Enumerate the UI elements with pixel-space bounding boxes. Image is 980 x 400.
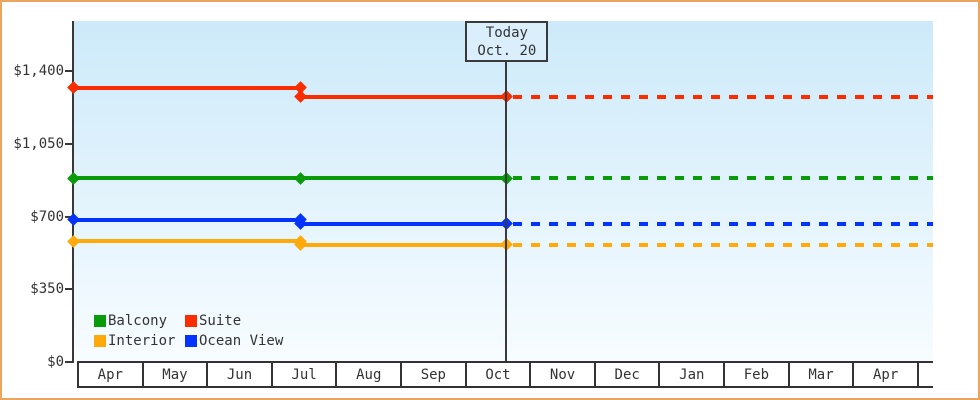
y-tick-label: $700 [30, 208, 64, 225]
series-ocean-view-line-segment [73, 217, 301, 222]
y-tick-label: $0 [47, 354, 64, 370]
series-interior-projection-dashed [513, 242, 933, 247]
legend-swatch-icon [94, 315, 106, 327]
legend-item-interior: Interior [94, 333, 185, 349]
y-tick-mark [65, 142, 74, 145]
y-tick-label: $1,400 [13, 63, 64, 79]
legend-swatch-icon [185, 315, 197, 327]
month-cell-feb: Feb [725, 363, 790, 386]
legend-item-suite: Suite [185, 313, 283, 329]
series-balcony-projection-dashed [513, 176, 933, 181]
legend-item-ocean-view: Ocean View [185, 333, 284, 349]
month-cell-may: May [144, 363, 209, 386]
y-axis-line [72, 21, 74, 363]
y-tick-label: $350 [30, 281, 64, 298]
series-ocean-view-line-segment [300, 221, 507, 226]
plot-area [74, 21, 933, 361]
month-cell-oct: Oct [467, 363, 532, 386]
y-tick-mark [65, 288, 74, 291]
series-balcony-line-segment [300, 176, 507, 181]
legend-item-balcony: Balcony [94, 313, 185, 329]
y-tick-mark [65, 361, 74, 363]
month-cell-jul: Jul [273, 363, 338, 386]
series-balcony-line-segment [73, 176, 301, 181]
series-suite-projection-dashed [513, 94, 933, 99]
month-cell-sep: Sep [402, 363, 467, 386]
series-ocean-view-projection-dashed [513, 221, 933, 226]
y-tick-mark [65, 70, 74, 72]
legend-label: Interior [108, 333, 176, 349]
legend: Balcony Suite Interior Ocean View [94, 313, 284, 349]
legend-label: Suite [199, 313, 242, 329]
y-tick-label: $1,050 [13, 135, 64, 152]
month-cell-nov: Nov [531, 363, 596, 386]
legend-label: Ocean View [199, 333, 284, 349]
series-suite-line-segment [73, 85, 301, 90]
month-cell-empty [919, 363, 933, 386]
x-axis: Apr May Jun Jul Aug Sep Oct Nov Dec Jan Feb Mar Apr [77, 361, 933, 388]
today-annotation-label: Today [485, 25, 528, 41]
today-vertical-line [505, 61, 508, 362]
today-annotation-date: Oct. 20 [477, 43, 537, 59]
legend-swatch-icon [94, 335, 106, 347]
month-cell-jan: Jan [660, 363, 726, 386]
month-cell-aug: Aug [337, 363, 403, 386]
month-cell-dec: Dec [596, 363, 661, 386]
series-suite-line-segment [300, 94, 507, 99]
today-annotation-box: Today Oct. 20 [465, 21, 549, 62]
series-interior-line-segment [300, 242, 507, 247]
month-cell-jun: Jun [208, 363, 273, 386]
series-interior-line-segment [73, 239, 301, 244]
legend-label: Balcony [108, 313, 168, 329]
month-cell-apr: Apr [854, 363, 919, 386]
legend-swatch-icon [185, 335, 197, 347]
month-cell-apr: Apr [79, 363, 144, 386]
month-cell-mar: Mar [790, 363, 855, 386]
